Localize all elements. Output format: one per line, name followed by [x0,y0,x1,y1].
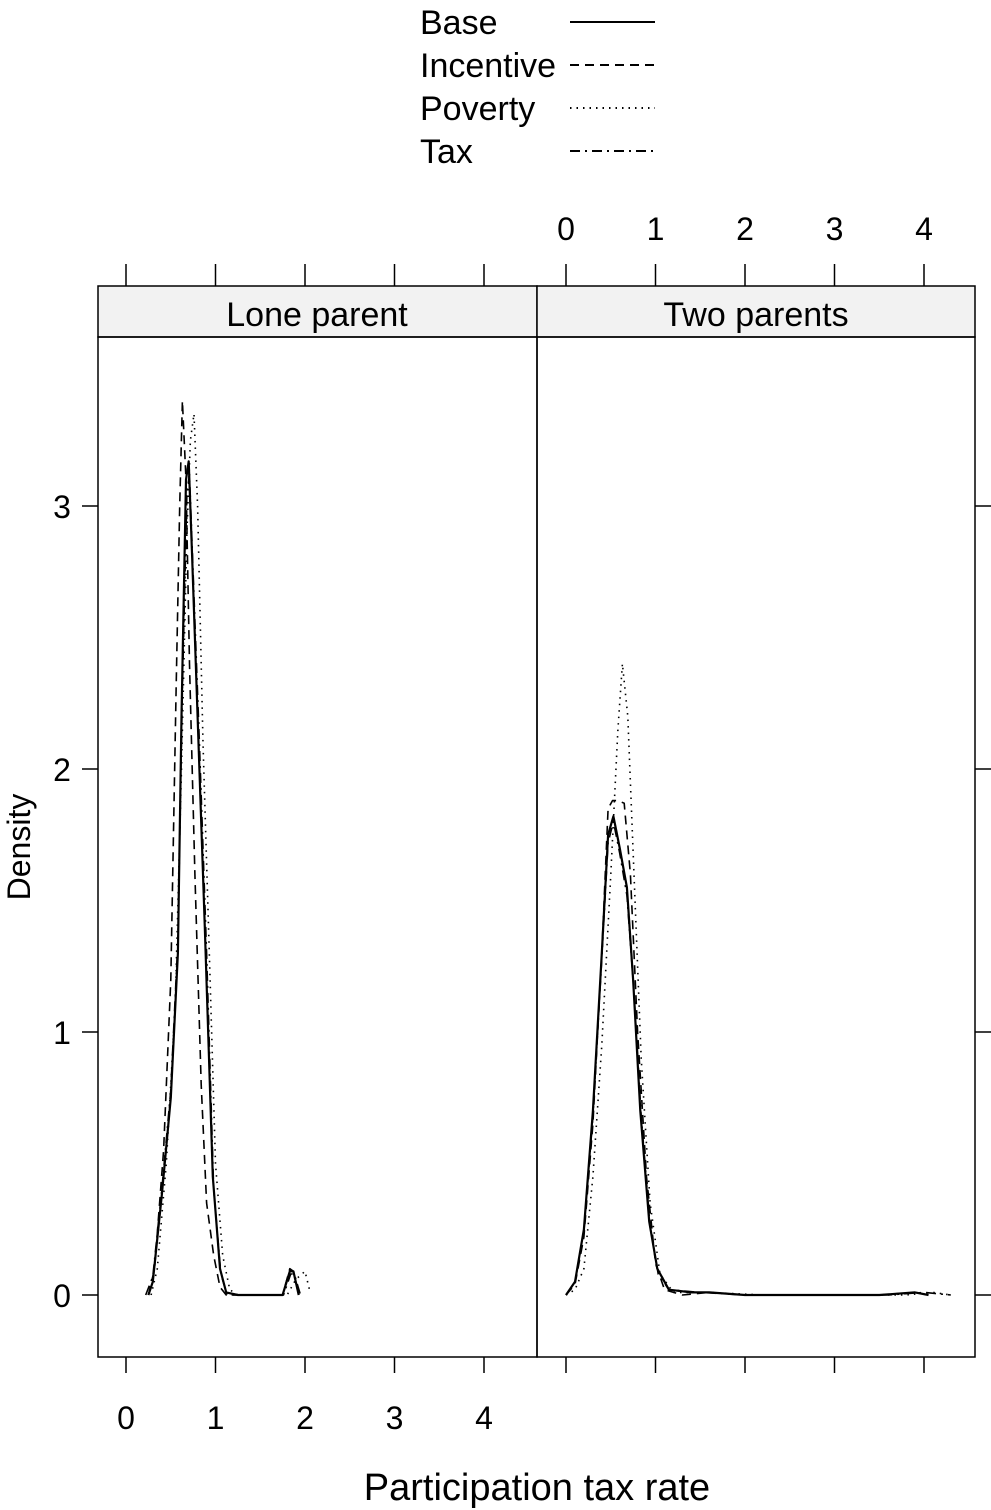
x-tick-label-lone-1: 1 [207,1400,225,1436]
series-line-lone-tax [144,473,302,1296]
x-tick-label-two-1: 1 [647,211,665,247]
series-line-two-base [565,815,929,1297]
panel-two-parents [536,336,976,1358]
legend-label-poverty: Poverty [420,90,535,128]
y-tick-label-0: 0 [53,1278,71,1314]
panel-title-lone-parent: Lone parent [226,296,408,334]
x-tick-label-two-2: 2 [736,211,754,247]
y-tick-label-1: 1 [53,1015,71,1051]
x-tick-label-lone-3: 3 [386,1400,404,1436]
series-line-two-tax [565,820,951,1296]
legend-label-tax: Tax [420,133,473,171]
x-tick-label-lone-4: 4 [475,1400,493,1436]
series-line-two-incentive [565,799,929,1296]
x-tick-label-two-4: 4 [915,211,933,247]
y-tick-label-2: 2 [53,752,71,788]
legend: Base Incentive Poverty Tax [420,4,655,171]
series-line-lone-base [147,460,300,1297]
series-line-lone-incentive [147,400,300,1296]
x-axis-label: Participation tax rate [364,1467,710,1509]
axes: 0 1 2 3 0 0 1 1 2 2 3 3 4 4 [53,211,991,1436]
y-tick-label-3: 3 [53,489,71,525]
legend-label-incentive: Incentive [420,47,556,85]
series-line-lone-poverty [150,413,311,1296]
series-line-two-poverty [565,663,951,1296]
panel-lone-parent [97,336,538,1358]
x-tick-label-lone-0: 0 [117,1400,135,1436]
x-tick-label-two-0: 0 [557,211,575,247]
legend-label-base: Base [420,4,498,42]
x-tick-label-lone-2: 2 [296,1400,314,1436]
y-axis-label: Density [1,794,37,901]
curves [144,400,951,1297]
panel-title-two-parents: Two parents [663,296,848,334]
x-tick-label-two-3: 3 [826,211,844,247]
